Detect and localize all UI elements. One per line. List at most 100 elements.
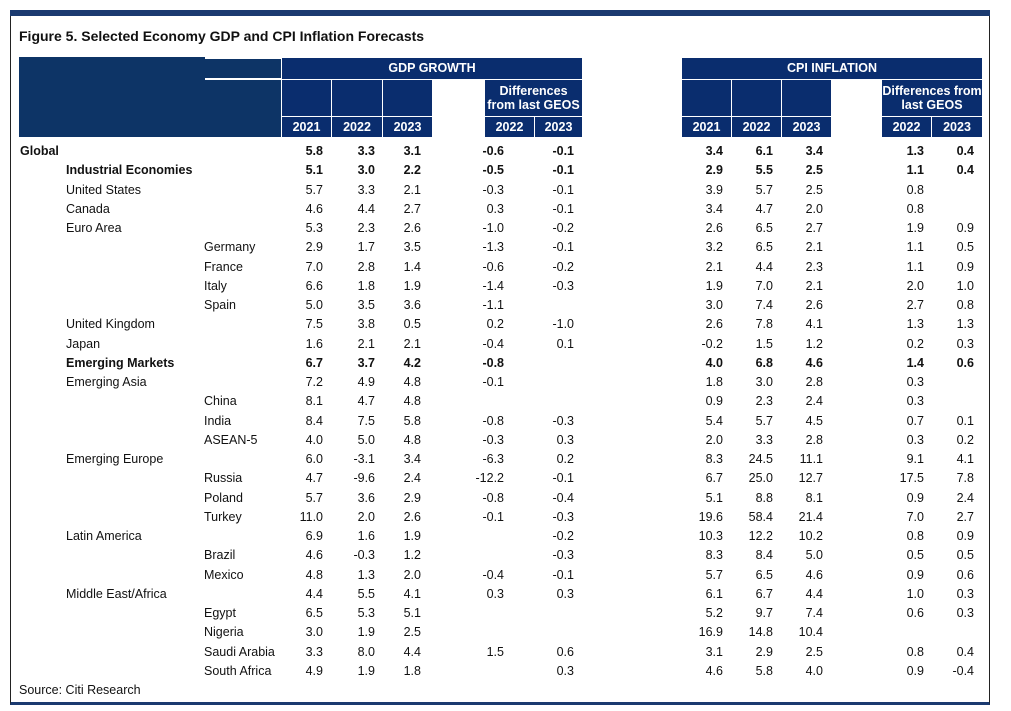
gdp-diff-value: -0.1 <box>482 509 504 524</box>
gdp-diff-value: -0.3 <box>552 548 574 563</box>
cpi-value: 8.3 <box>705 548 723 563</box>
gdp-diff-value: -0.5 <box>482 163 504 178</box>
cpi-value: 5.7 <box>705 567 723 582</box>
gdp-value: 5.8 <box>403 413 421 428</box>
cpi-diff-value: 0.3 <box>906 394 924 409</box>
cpi-value: 6.1 <box>705 586 723 601</box>
row-label: Global <box>20 144 59 158</box>
row-label: China <box>204 394 237 409</box>
gdp-diff-value: -0.2 <box>552 221 574 235</box>
cpi-value: 3.2 <box>705 240 723 255</box>
gdp-diff-value: -0.1 <box>552 182 574 197</box>
cpi-value: 4.4 <box>805 586 823 601</box>
cpi-diff-value: 7.8 <box>956 471 974 486</box>
cpi-diff-value: 1.3 <box>956 317 974 332</box>
cpi-diff-value: 0.4 <box>956 644 974 659</box>
gdp-year-cell <box>383 117 432 137</box>
cpi-value: 4.6 <box>705 663 723 678</box>
gdp-diff-value: -12.2 <box>475 471 505 486</box>
gdp-diff-value: -0.1 <box>482 375 504 389</box>
gdp-value: 7.5 <box>305 317 323 332</box>
gdp-diff-value: -0.4 <box>552 490 574 505</box>
gdp-value: 7.0 <box>305 259 323 274</box>
table-row: Middle East/Africa 4.4 5.5 4.1 0.3 0.3 6.1 6.7 4… <box>0 584 1011 604</box>
cpi-diff-value: 17.5 <box>899 471 924 486</box>
gdp-value: 5.0 <box>357 432 375 447</box>
gdp-diff-value: 0.3 <box>556 432 574 447</box>
gdp-value: 5.8 <box>305 144 323 158</box>
cpi-value: 4.0 <box>805 663 823 678</box>
cpi-diff-value: 0.2 <box>906 336 924 351</box>
gdp-header: GDP GROWTH <box>388 61 476 75</box>
cpi-value: 5.8 <box>755 663 773 678</box>
gdp-value: -0.3 <box>353 548 375 563</box>
gdp-value: 2.8 <box>357 259 375 274</box>
gdp-diff-value: -0.8 <box>482 355 504 370</box>
cpi-value: 4.4 <box>755 259 773 274</box>
table-row: Industrial Economies 5.1 3.0 2.2 -0.5 -0.1 2.9… <box>0 160 1011 180</box>
gdp-value: 1.9 <box>403 529 421 543</box>
table-row: Emerging Asia 7.2 4.9 4.8 -0.1 1.8 3.0 2.8 0.3 <box>0 372 1011 392</box>
row-label: Saudi Arabia <box>204 644 275 659</box>
table-row: Germany 2.9 1.7 3.5 -1.3 -0.1 3.2 6.5 2.1 1.1 0.5 <box>0 237 1011 257</box>
gdp-value: 3.6 <box>357 490 375 505</box>
gdp-value: 5.7 <box>305 490 323 505</box>
gdp-value: 5.7 <box>305 182 323 197</box>
gdp-value: 4.4 <box>403 644 421 659</box>
cpi-diff-value: 9.1 <box>906 452 924 466</box>
gdp-diff-value: 0.3 <box>556 586 574 601</box>
gdp-year-cell-top <box>332 80 382 116</box>
cpi-diff-value: 2.7 <box>906 298 924 312</box>
cpi-year-cell-top <box>682 80 731 116</box>
table-row: France 7.0 2.8 1.4 -0.6 -0.2 2.1 4.4 2.3 1.1 0.9 <box>0 257 1011 277</box>
gdp-diff-value: -0.8 <box>482 490 504 505</box>
cpi-value: -0.2 <box>701 336 723 351</box>
table-row: Euro Area 5.3 2.3 2.6 -1.0 -0.2 2.6 6.5 2.7 1.9 0.… <box>0 218 1011 238</box>
row-label: United States <box>66 182 142 197</box>
row-label: Nigeria <box>204 625 244 640</box>
cpi-year-cell <box>732 117 781 137</box>
cpi-value: 2.8 <box>805 432 823 447</box>
table-row: Spain 5.0 3.5 3.6 -1.1 3.0 7.4 2.6 2.7 0.8 <box>0 295 1011 315</box>
figure-title: Figure 5. Selected Economy GDP and CPI I… <box>19 28 425 44</box>
gdp-value: 5.1 <box>403 606 421 620</box>
row-label: ASEAN-5 <box>204 432 258 447</box>
table-row: ASEAN-5 4.0 5.0 4.8 -0.3 0.3 2.0 3.3 2.8 0.3 0.2 <box>0 430 1011 450</box>
cpi-diff-value: 7.0 <box>906 509 924 524</box>
gdp-year-cell-top <box>282 80 331 116</box>
gdp-value: 3.8 <box>357 317 375 332</box>
table-row: Emerging Europe 6.0 -3.1 3.4 -6.3 0.2 8.3 24.5 1… <box>0 449 1011 469</box>
cpi-value: 10.2 <box>798 529 823 543</box>
gdp-value: 1.4 <box>403 259 421 274</box>
cpi-year-label: 2023 <box>792 120 821 134</box>
cpi-value: 19.6 <box>698 509 723 524</box>
cpi-value: 4.0 <box>705 355 723 370</box>
gdp-diff-value: -0.3 <box>482 432 504 447</box>
cpi-diff-value: 1.3 <box>906 144 924 158</box>
gdp-value: 3.1 <box>403 144 421 158</box>
cpi-value: 3.4 <box>705 201 723 216</box>
cpi-value: 8.3 <box>705 452 723 466</box>
row-label: Emerging Asia <box>66 375 147 389</box>
gdp-value: 3.5 <box>403 240 421 255</box>
cpi-diff-value: 0.9 <box>956 529 974 543</box>
cpi-value: 0.9 <box>705 394 723 409</box>
gdp-value: 6.7 <box>305 355 323 370</box>
cpi-year-cell-top <box>782 80 831 116</box>
cpi-value: 7.0 <box>755 278 773 293</box>
cpi-value: 2.5 <box>805 182 823 197</box>
row-label: South Africa <box>204 663 272 678</box>
cpi-value: 5.5 <box>755 163 773 178</box>
cpi-value: 8.8 <box>755 490 773 505</box>
cpi-diff-value: 2.4 <box>956 490 974 505</box>
cpi-value: 1.9 <box>705 278 723 293</box>
gdp-value: 2.6 <box>403 221 421 235</box>
gdp-value: 1.7 <box>357 240 375 255</box>
gdp-diff-value: -0.6 <box>482 144 504 158</box>
table-row: Nigeria 3.0 1.9 2.5 16.9 14.8 10.4 <box>0 622 1011 642</box>
cpi-diff-value: 0.6 <box>956 355 974 370</box>
cpi-value: 3.9 <box>705 182 723 197</box>
cpi-value: 4.5 <box>805 413 823 428</box>
gdp-diff-value: -0.3 <box>552 509 574 524</box>
cpi-diff-value: 2.7 <box>956 509 974 524</box>
